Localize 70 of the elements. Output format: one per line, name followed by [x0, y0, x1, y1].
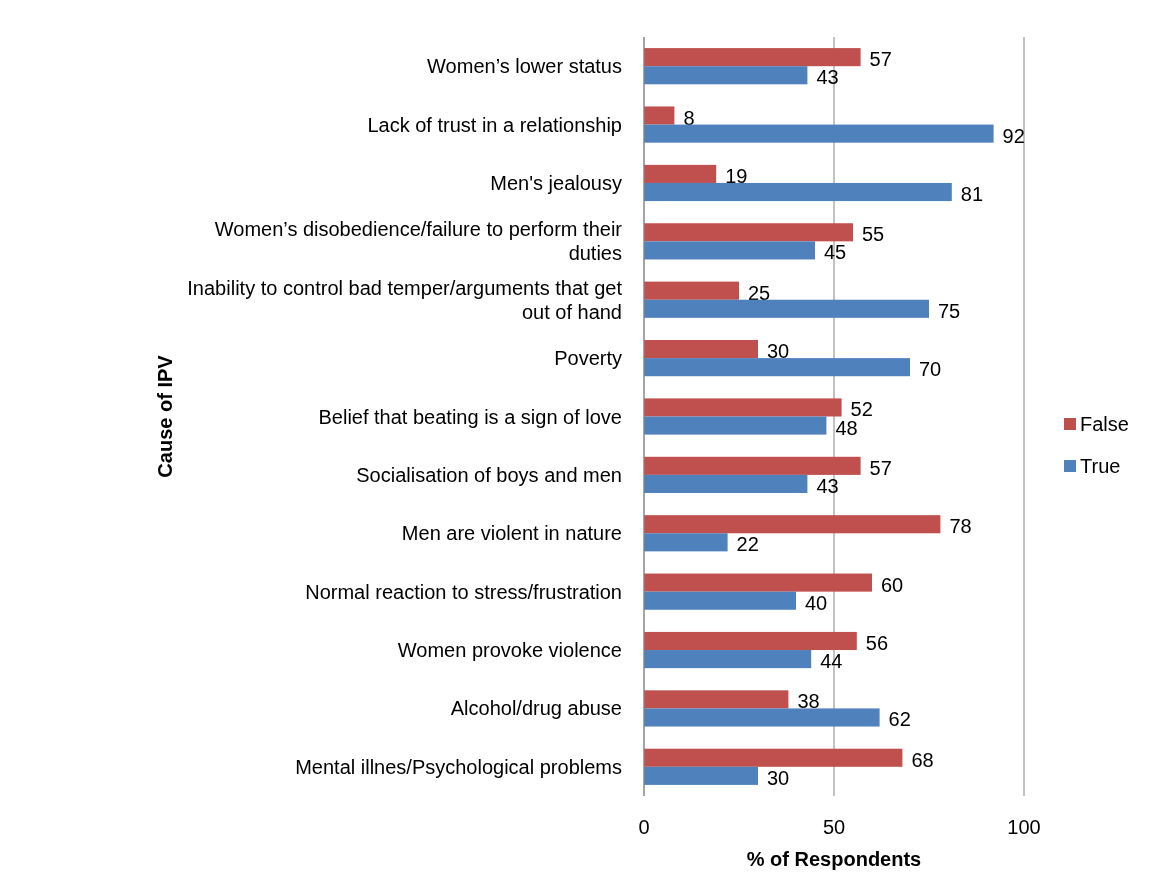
bar [644, 708, 880, 727]
legend-label: True [1080, 455, 1121, 477]
data-label: 81 [960, 183, 984, 206]
bar [644, 182, 952, 202]
data-label: 43 [816, 66, 839, 89]
bar [644, 533, 728, 552]
bar [644, 164, 717, 183]
data-label: 60 [881, 573, 904, 596]
data-label: 55 [862, 223, 885, 246]
data-label: 45 [824, 241, 847, 264]
bar [644, 748, 903, 767]
y-tick-label: Mental illnes/Psychological problems [295, 755, 622, 778]
x-tick-label: 50 [822, 816, 846, 838]
data-label: 38 [797, 690, 820, 713]
data-label: 56 [865, 631, 889, 654]
bar [644, 48, 861, 67]
data-label: 19 [725, 164, 748, 187]
bar [644, 456, 861, 475]
y-tick-label: Belief that beating is a sign of love [318, 405, 622, 428]
y-tick-label: Socialisation of boys and men [356, 463, 622, 486]
data-label: 30 [767, 766, 790, 789]
y-tick-label: Alcohol/drug abuse [450, 697, 622, 720]
data-label: 78 [949, 515, 972, 538]
bar [644, 358, 910, 377]
y-tick-label: Women provoke violence [397, 639, 622, 662]
data-label: 57 [869, 48, 892, 71]
data-label: 8 [683, 106, 695, 129]
x-tick-label: 100 [1007, 816, 1041, 838]
bar [644, 281, 739, 300]
data-label: 22 [736, 533, 759, 556]
y-tick-label: Poverty [554, 347, 622, 370]
bar [644, 398, 842, 417]
bar [644, 124, 994, 143]
bar [644, 591, 796, 610]
y-axis-title: Cause of IPV [154, 354, 176, 478]
bar [644, 223, 853, 242]
data-label: 43 [816, 474, 839, 497]
data-label: 92 [1002, 124, 1025, 147]
bar [644, 766, 758, 785]
data-label: 57 [869, 456, 892, 479]
y-tick-label: Inability to control bad temper/arguments that get out of hand [187, 276, 623, 323]
data-label: 70 [919, 358, 942, 381]
data-label: 40 [805, 591, 828, 614]
x-axis-title: % of Respondents [746, 848, 922, 870]
data-label: 25 [748, 281, 771, 304]
bar [644, 573, 872, 592]
y-tick-label: Men's jealousy [490, 171, 622, 194]
x-tick-label: 0 [638, 816, 650, 838]
y-tick-label: Normal reaction to stress/frustration [305, 580, 622, 603]
legend-label: False [1080, 413, 1129, 435]
data-label: 75 [938, 299, 961, 322]
bar [644, 299, 929, 318]
bar [644, 106, 675, 125]
bar [644, 340, 758, 359]
bar [644, 650, 812, 669]
data-label: 68 [911, 748, 934, 771]
bar [644, 416, 827, 435]
bar [644, 690, 789, 709]
data-label: 44 [820, 650, 843, 673]
data-label: 62 [888, 708, 911, 731]
bar [644, 474, 808, 493]
bar [644, 515, 941, 534]
y-tick-label: Men are violent in nature [401, 522, 622, 545]
y-tick-label: Lack of trust in a relationship [367, 113, 622, 136]
bar [644, 631, 857, 651]
data-label: 30 [767, 340, 790, 363]
bar [644, 66, 808, 85]
y-tick-label: Women’s lower status [427, 55, 622, 78]
bar [644, 241, 815, 260]
y-tick-label: Women’s disobedience/failure to perform their duties [214, 218, 623, 265]
